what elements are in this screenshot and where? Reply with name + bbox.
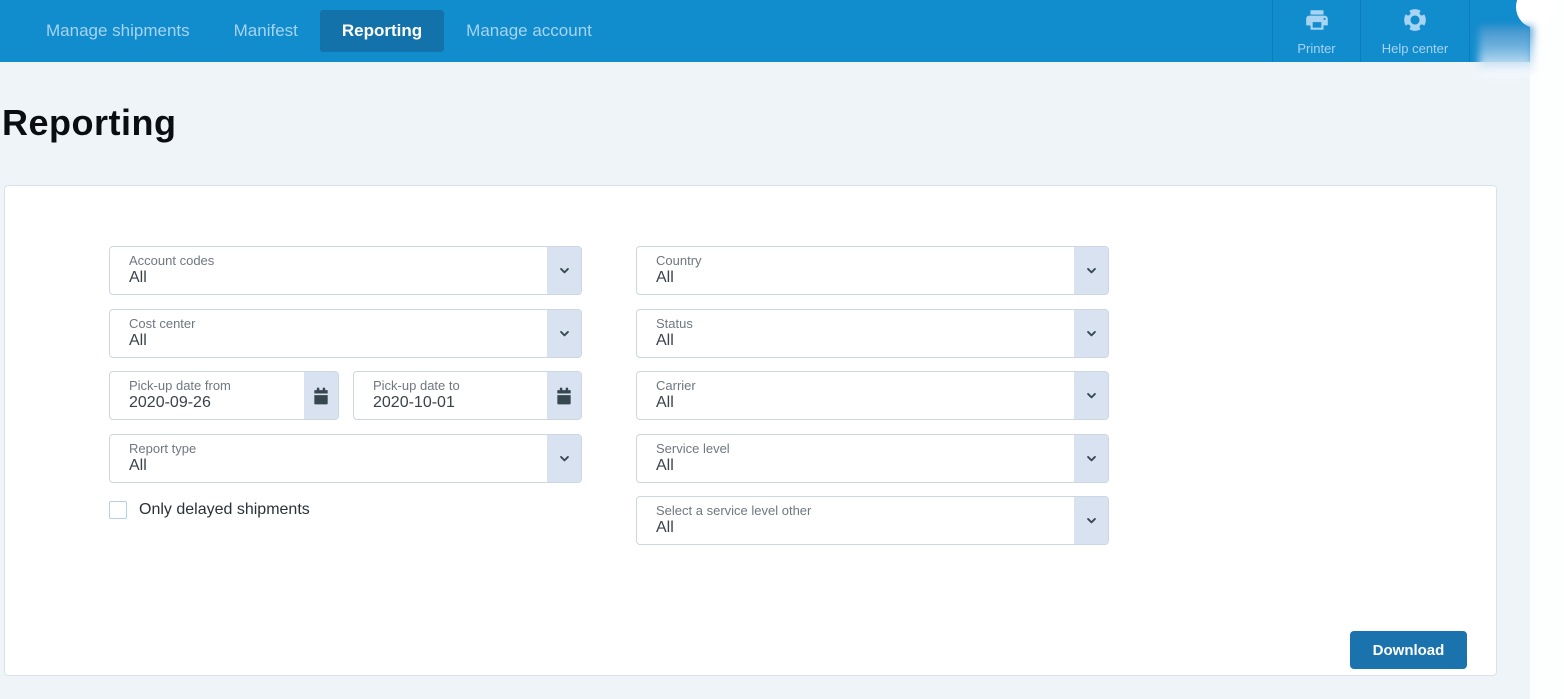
only-delayed-label: Only delayed shipments <box>139 501 310 518</box>
printer-label: Printer <box>1297 40 1336 56</box>
pickup-date-from-value: 2020-09-26 <box>129 394 211 411</box>
help-center-icon <box>1402 7 1428 36</box>
report-filters-card: Account codes All Cost center All Pick-u… <box>4 185 1497 676</box>
chevron-down-icon <box>1072 372 1108 419</box>
pickup-date-to-field[interactable]: Pick-up date to 2020-10-01 <box>353 371 582 420</box>
status-select[interactable]: Status All <box>636 309 1109 358</box>
service-level-other-text: Select a service level other All <box>637 497 1072 544</box>
carrier-select[interactable]: Carrier All <box>636 371 1109 420</box>
pickup-date-to-text: Pick-up date to 2020-10-01 <box>354 372 545 419</box>
chevron-down-icon <box>1072 497 1108 544</box>
country-label: Country <box>656 253 702 268</box>
report-type-label: Report type <box>129 441 197 456</box>
pickup-date-to-label: Pick-up date to <box>373 378 460 393</box>
calendar-icon <box>302 372 338 419</box>
status-text: Status All <box>637 310 1072 357</box>
account-codes-value: All <box>129 269 147 286</box>
service-level-label: Service level <box>656 441 730 456</box>
chevron-down-icon <box>1072 310 1108 357</box>
tab-manage-shipments[interactable]: Manage shipments <box>46 21 190 40</box>
pickup-date-from-label: Pick-up date from <box>129 378 231 393</box>
carrier-label: Carrier <box>656 378 696 393</box>
cost-center-select[interactable]: Cost center All <box>109 309 582 358</box>
cost-center-value: All <box>129 332 147 349</box>
service-level-other-label: Select a service level other <box>656 503 812 518</box>
report-type-select[interactable]: Report type All <box>109 434 582 483</box>
tab-manage-account[interactable]: Manage account <box>466 21 592 40</box>
account-codes-text: Account codes All <box>110 247 545 294</box>
chevron-down-icon <box>545 247 581 294</box>
chevron-down-icon <box>1072 435 1108 482</box>
service-level-other-select[interactable]: Select a service level other All <box>636 496 1109 545</box>
service-level-other-value: All <box>656 519 674 536</box>
top-nav: Manage shipments Manifest Reporting Mana… <box>0 0 1530 62</box>
pickup-date-from-text: Pick-up date from 2020-09-26 <box>110 372 302 419</box>
pickup-date-to-value: 2020-10-01 <box>373 394 455 411</box>
cost-center-label: Cost center <box>129 316 196 331</box>
printer-icon <box>1304 7 1330 36</box>
country-text: Country All <box>637 247 1072 294</box>
account-codes-label: Account codes <box>129 253 215 268</box>
status-value: All <box>656 332 674 349</box>
country-value: All <box>656 269 674 286</box>
pickup-date-from-field[interactable]: Pick-up date from 2020-09-26 <box>109 371 339 420</box>
only-delayed-row[interactable]: Only delayed shipments <box>109 501 310 519</box>
chevron-down-icon <box>545 435 581 482</box>
tab-manifest[interactable]: Manifest <box>233 21 298 40</box>
nav-tabs: Manage shipments Manifest Reporting Mana… <box>0 0 614 62</box>
download-button[interactable]: Download <box>1350 631 1467 669</box>
only-delayed-checkbox[interactable] <box>109 501 127 519</box>
carrier-value: All <box>656 394 674 411</box>
report-type-value: All <box>129 457 147 474</box>
status-label: Status <box>656 316 693 331</box>
cost-center-text: Cost center All <box>110 310 545 357</box>
page-title: Reporting <box>2 102 177 143</box>
country-select[interactable]: Country All <box>636 246 1109 295</box>
service-level-text: Service level All <box>637 435 1072 482</box>
service-level-value: All <box>656 457 674 474</box>
account-codes-select[interactable]: Account codes All <box>109 246 582 295</box>
help-center-button[interactable]: Help center <box>1360 0 1470 62</box>
carrier-text: Carrier All <box>637 372 1072 419</box>
chevron-down-icon <box>1072 247 1108 294</box>
printer-button[interactable]: Printer <box>1272 0 1360 62</box>
service-level-select[interactable]: Service level All <box>636 434 1109 483</box>
help-center-label: Help center <box>1381 40 1449 56</box>
chevron-down-icon <box>545 310 581 357</box>
tab-reporting[interactable]: Reporting <box>319 10 445 52</box>
nav-actions: Printer Help center <box>1272 0 1530 62</box>
right-edge-strip <box>1530 0 1564 699</box>
redacted-account-info <box>1479 26 1533 76</box>
report-type-text: Report type All <box>110 435 545 482</box>
calendar-icon <box>545 372 581 419</box>
